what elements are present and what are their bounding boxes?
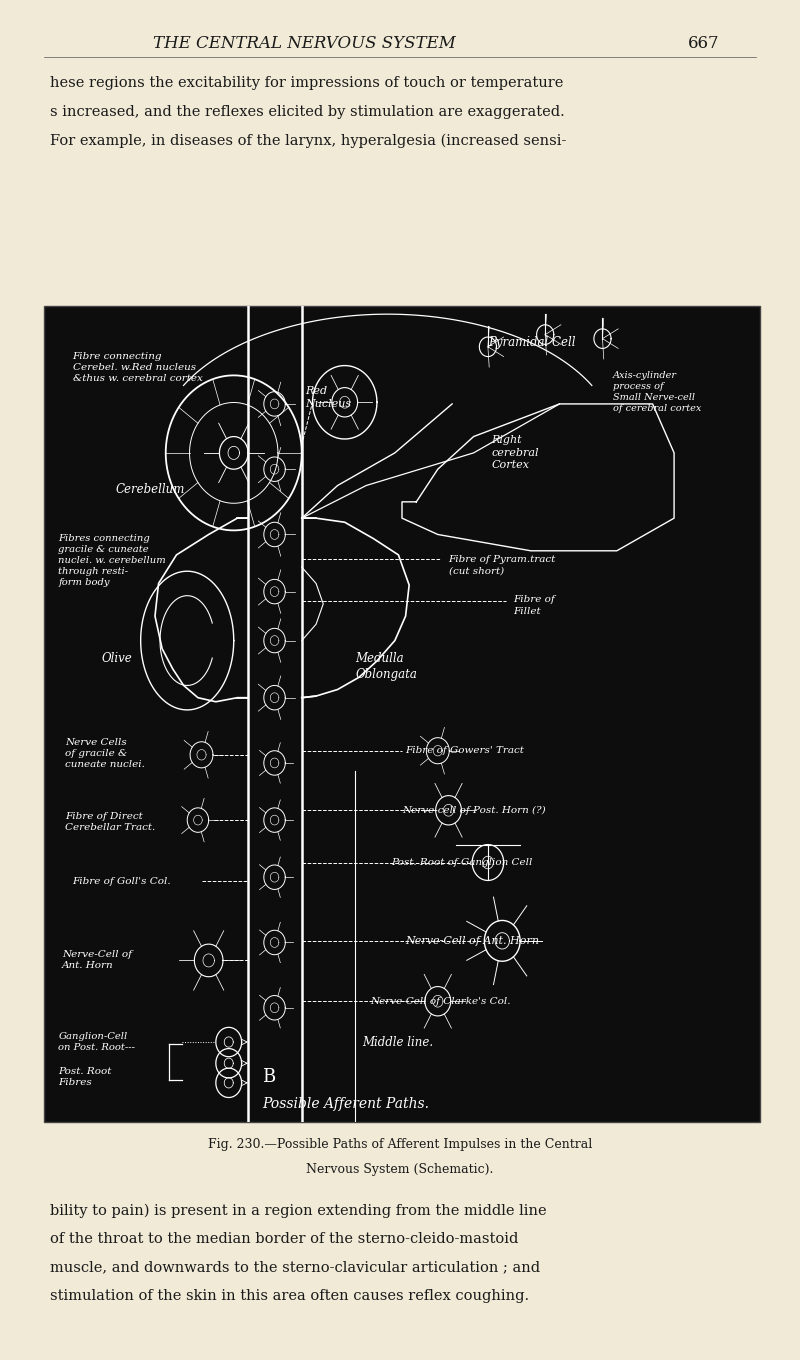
- Text: For example, in diseases of the larynx, hyperalgesia (increased sensi-: For example, in diseases of the larynx, …: [50, 133, 566, 148]
- Text: Fig. 230.—Possible Paths of Afferent Impulses in the Central: Fig. 230.—Possible Paths of Afferent Imp…: [208, 1138, 592, 1152]
- Text: THE CENTRAL NERVOUS SYSTEM: THE CENTRAL NERVOUS SYSTEM: [153, 35, 455, 52]
- Text: Nerve Cells
of gracile &
cuneate nuclei.: Nerve Cells of gracile & cuneate nuclei.: [66, 737, 146, 768]
- Bar: [44, 306, 760, 1122]
- Text: Pyramidal Cell: Pyramidal Cell: [488, 336, 575, 350]
- Text: Nerve-Cell of Ant. Horn: Nerve-Cell of Ant. Horn: [406, 936, 539, 945]
- Text: stimulation of the skin in this area often causes reflex coughing.: stimulation of the skin in this area oft…: [50, 1289, 530, 1303]
- Text: Fibre of Goll's Col.: Fibre of Goll's Col.: [73, 877, 171, 885]
- Text: bility to pain) is present in a region extending from the middle line: bility to pain) is present in a region e…: [50, 1204, 547, 1219]
- Text: Medulla
Oblongata: Medulla Oblongata: [355, 653, 418, 681]
- Text: Fibre of Direct
Cerebellar Tract.: Fibre of Direct Cerebellar Tract.: [66, 812, 156, 832]
- Text: 667: 667: [688, 35, 720, 52]
- Text: of the throat to the median border of the sterno-cleido-mastoid: of the throat to the median border of th…: [50, 1232, 518, 1246]
- Text: Red
Nucleus: Red Nucleus: [306, 386, 351, 408]
- Text: Possible Afferent Paths.: Possible Afferent Paths.: [262, 1098, 430, 1111]
- Text: Nerve-Cell of
Ant. Horn: Nerve-Cell of Ant. Horn: [62, 951, 132, 971]
- Text: Ganglion-Cell
on Post. Root---: Ganglion-Cell on Post. Root---: [58, 1032, 135, 1053]
- Text: Axis-cylinder
process of
Small Nerve-cell
of cerebral cortex: Axis-cylinder process of Small Nerve-cel…: [614, 370, 702, 413]
- Text: Nervous System (Schematic).: Nervous System (Schematic).: [306, 1163, 494, 1176]
- Text: Fibre of Pyram.tract
(cut short): Fibre of Pyram.tract (cut short): [449, 555, 556, 575]
- Text: Right
cerebral
Cortex: Right cerebral Cortex: [491, 435, 539, 471]
- Text: Nerve-Cell of Clarke's Col.: Nerve-Cell of Clarke's Col.: [370, 997, 510, 1006]
- Text: hese regions the excitability for impressions of touch or temperature: hese regions the excitability for impres…: [50, 76, 564, 90]
- Text: Cerebellum: Cerebellum: [116, 483, 185, 496]
- Text: Post. Root
Fibres: Post. Root Fibres: [58, 1068, 112, 1087]
- Text: Fibre of Gowers' Tract: Fibre of Gowers' Tract: [406, 747, 525, 755]
- Text: s increased, and the reflexes elicited by stimulation are exaggerated.: s increased, and the reflexes elicited b…: [50, 105, 565, 118]
- Text: muscle, and downwards to the sterno-clavicular articulation ; and: muscle, and downwards to the sterno-clav…: [50, 1261, 541, 1274]
- Text: Fibre connecting
Cerebel. w.Red nucleus
&thus w. cerebral cortex: Fibre connecting Cerebel. w.Red nucleus …: [73, 352, 202, 382]
- Text: Olive: Olive: [102, 651, 132, 665]
- Text: Middle line.: Middle line.: [362, 1035, 434, 1049]
- Text: B: B: [262, 1068, 276, 1087]
- Text: Fibre of
Fillet: Fibre of Fillet: [513, 596, 554, 616]
- Text: Fibres connecting
gracile & cuneate
nuclei. w. cerebellum
through resti-
form bo: Fibres connecting gracile & cuneate nucl…: [58, 534, 166, 588]
- Text: Nerve-cell of Post. Horn (?): Nerve-cell of Post. Horn (?): [402, 805, 546, 815]
- Text: Post. Root of Ganglion Cell: Post. Root of Ganglion Cell: [391, 858, 533, 868]
